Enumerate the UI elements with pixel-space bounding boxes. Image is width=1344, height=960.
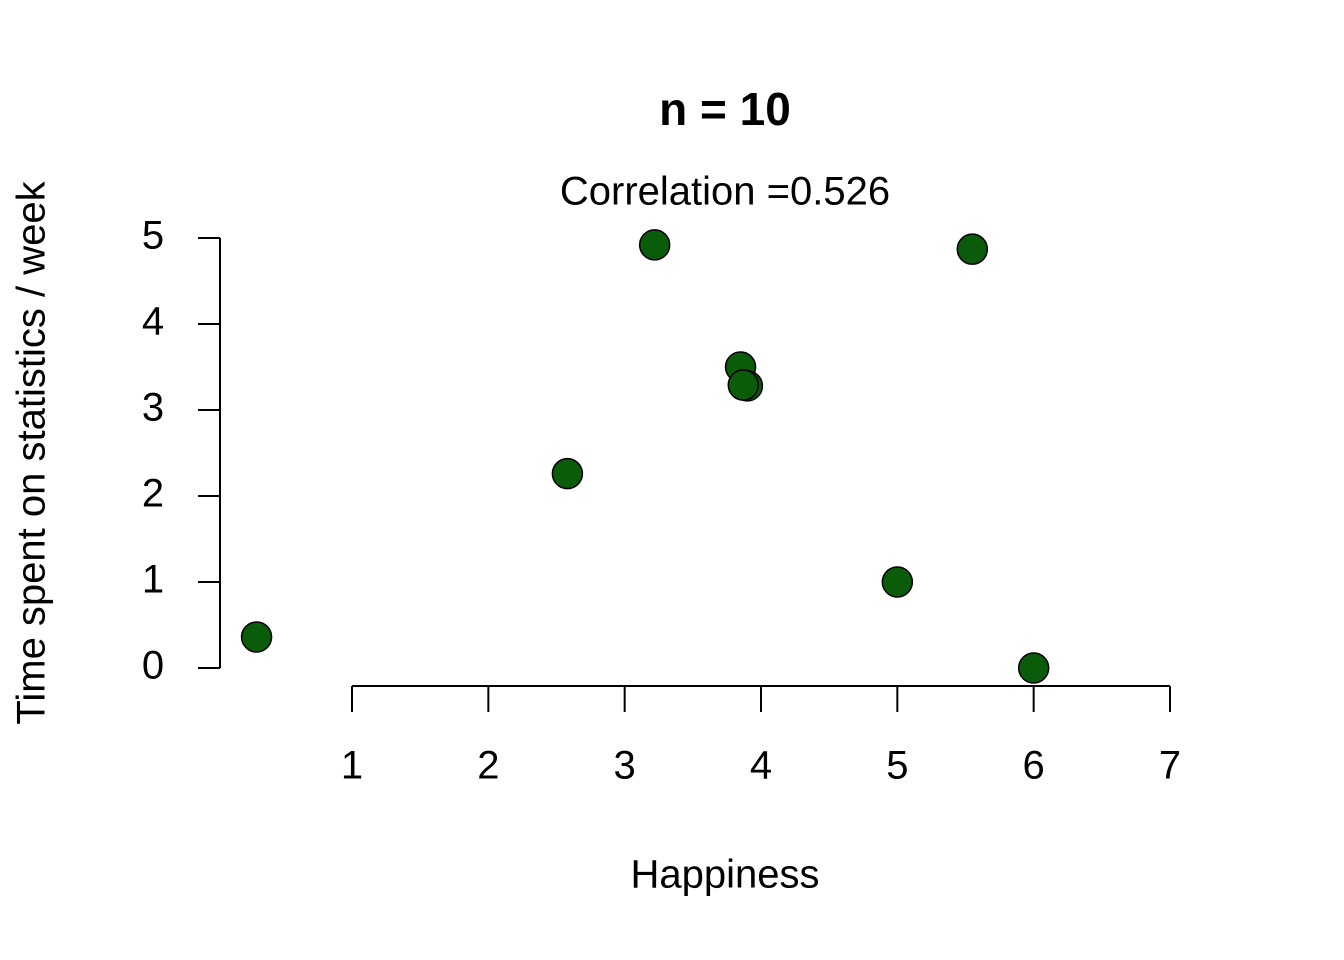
- y-tick-label: 4: [142, 300, 164, 344]
- x-tick-label: 5: [886, 744, 908, 788]
- point: [881, 566, 914, 598]
- y-tick-label: 3: [142, 386, 164, 430]
- x-axis-label: Happiness: [630, 853, 819, 897]
- x-tick-label: 2: [477, 744, 499, 788]
- y-axis-label: Time spent on statistics / week: [10, 180, 54, 724]
- x-tick-label: 6: [1023, 744, 1045, 788]
- point: [727, 369, 760, 401]
- point: [1017, 652, 1050, 684]
- x-tick-label: 7: [1159, 744, 1181, 788]
- point: [551, 457, 584, 490]
- y-tick-label: 2: [142, 472, 164, 516]
- point: [638, 229, 671, 261]
- point: [240, 621, 273, 653]
- y-tick-label: 1: [142, 558, 164, 602]
- chart-title: n = 10: [659, 83, 791, 135]
- x-tick-label: 1: [341, 744, 363, 788]
- chart-subtitle: Correlation =0.526: [560, 170, 890, 214]
- x-tick-label: 4: [750, 744, 772, 788]
- y-tick-label: 5: [142, 214, 164, 258]
- point: [956, 233, 989, 265]
- y-tick-label: 0: [142, 644, 164, 688]
- x-tick-label: 3: [614, 744, 636, 788]
